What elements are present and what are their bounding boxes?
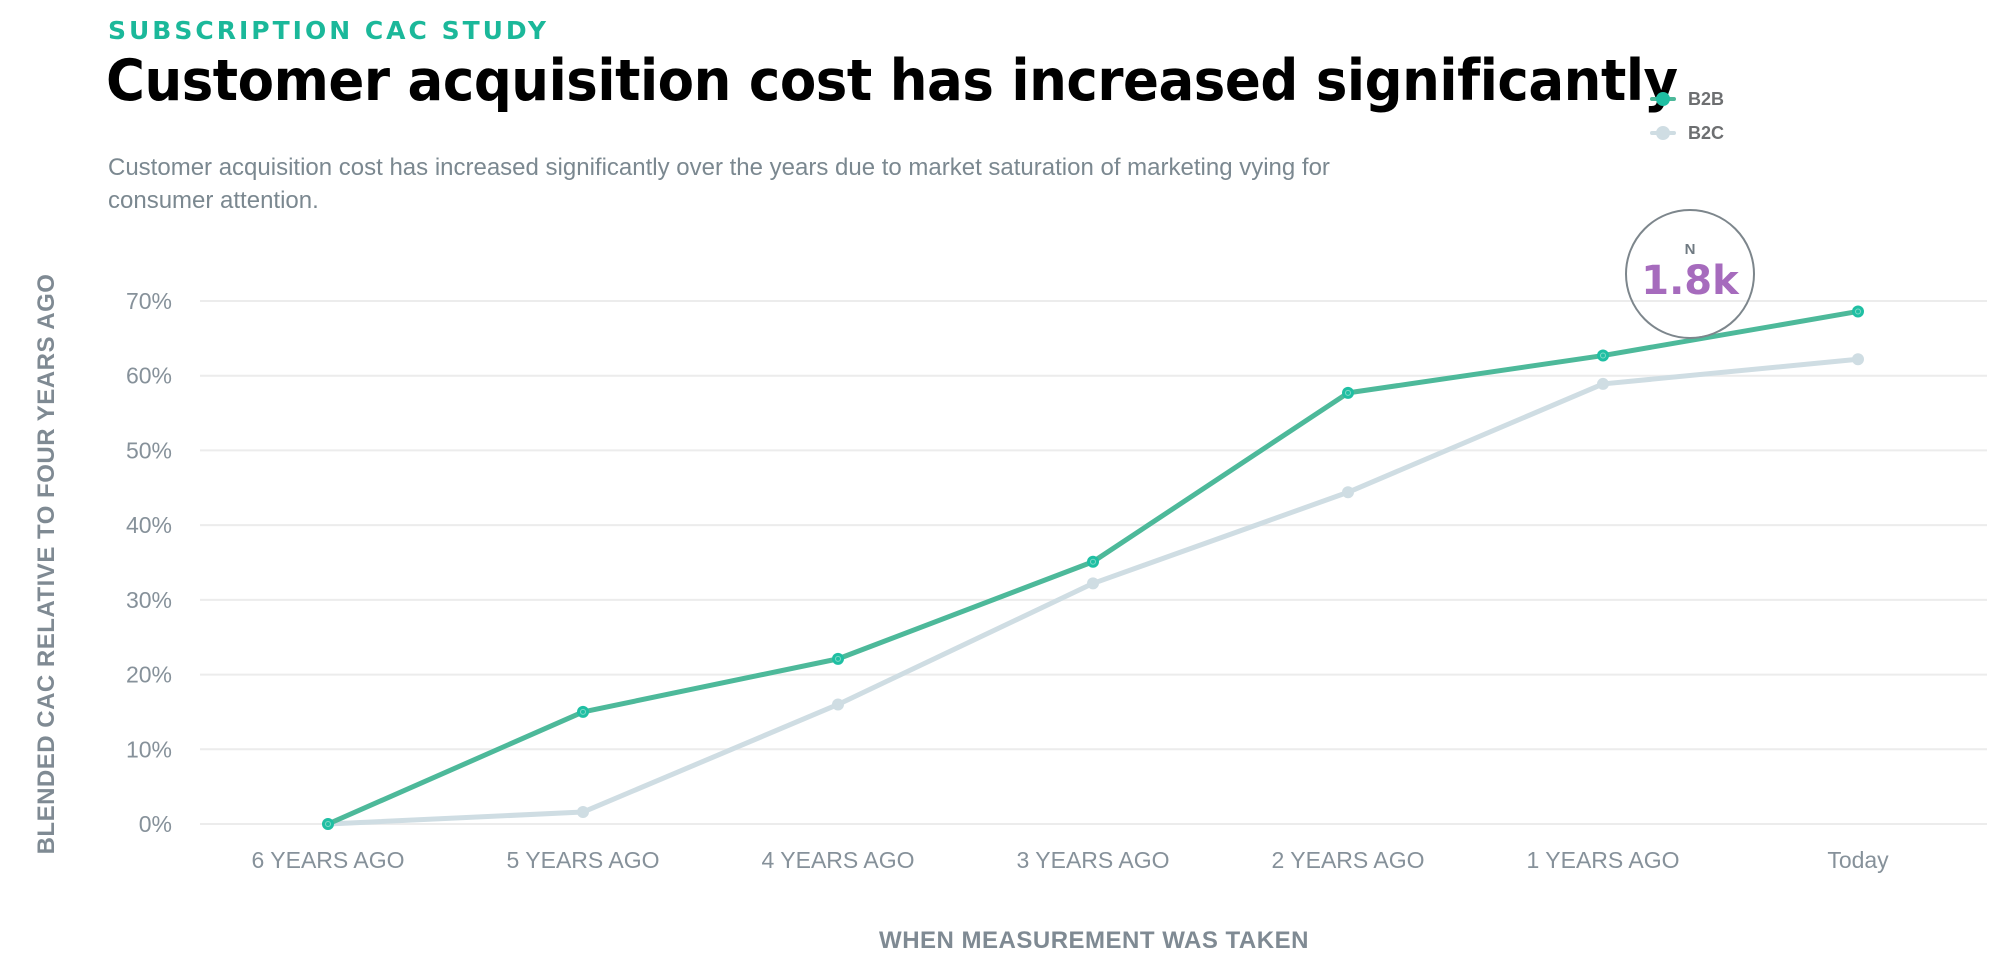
y-axis-ticks: 0% 10% 20% 30% 40% 50% 60% 70% xyxy=(126,288,172,837)
data-point-b2c[interactable] xyxy=(1342,486,1354,499)
chart-subtitle: Customer acquisition cost has increased … xyxy=(108,154,1330,214)
badge-label: N xyxy=(1685,241,1696,258)
data-point-b2c[interactable] xyxy=(1597,377,1609,390)
data-point-center-b2b xyxy=(1600,352,1606,359)
x-tick-label: Today xyxy=(1827,847,1889,873)
y-tick-label: 70% xyxy=(126,288,172,314)
series xyxy=(322,305,1864,830)
y-tick-label: 40% xyxy=(126,512,172,538)
x-axis-ticks: 6 YEARS AGO 5 YEARS AGO 4 YEARS AGO 3 YEARS… xyxy=(252,847,1890,873)
y-tick-label: 10% xyxy=(126,736,172,762)
legend-label-b2b: B2B xyxy=(1688,88,1725,109)
legend-marker-b2c-icon xyxy=(1650,126,1676,140)
y-tick-label: 0% xyxy=(139,811,172,837)
data-point-center-b2b xyxy=(325,821,331,827)
x-tick-label: 4 YEARS AGO xyxy=(762,847,915,873)
data-point-b2c[interactable] xyxy=(1852,353,1864,366)
chart-title: Customer acquisition cost has increased … xyxy=(106,48,1678,114)
badge-value: 1.8k xyxy=(1641,258,1740,304)
data-point-center-b2b xyxy=(1090,558,1096,565)
y-tick-label: 30% xyxy=(126,587,172,613)
x-tick-label: 3 YEARS AGO xyxy=(1017,847,1170,873)
legend-dot-b2c xyxy=(1656,126,1670,140)
legend-item-b2b[interactable]: B2B xyxy=(1650,82,1724,116)
data-point-b2b[interactable] xyxy=(1597,349,1609,362)
data-point-center-b2b xyxy=(1345,389,1351,396)
data-point-center-b2b xyxy=(580,708,586,715)
y-tick-label: 50% xyxy=(126,437,172,463)
x-axis-title: WHEN MEASUREMENT WAS TAKEN xyxy=(879,927,1309,954)
y-tick-label: 20% xyxy=(126,662,172,688)
data-point-b2c[interactable] xyxy=(832,698,844,711)
y-tick-label: 60% xyxy=(126,363,172,389)
data-point-b2b[interactable] xyxy=(1087,555,1099,568)
chart-eyebrow: SUBSCRIPTION CAC STUDY xyxy=(108,16,549,45)
badge-circle xyxy=(1625,209,1755,339)
data-point-b2b[interactable] xyxy=(577,705,589,718)
data-point-b2b[interactable] xyxy=(1342,386,1354,399)
data-point-b2c[interactable] xyxy=(1087,577,1099,590)
legend-dot-b2b xyxy=(1656,92,1670,106)
data-point-b2b[interactable] xyxy=(1852,305,1864,318)
x-tick-label: 1 YEARS AGO xyxy=(1527,847,1680,873)
series-b2c xyxy=(322,353,1864,830)
data-point-b2b[interactable] xyxy=(832,652,844,665)
legend-label-b2c: B2C xyxy=(1688,122,1725,143)
data-point-b2c[interactable] xyxy=(577,806,589,819)
series-b2b xyxy=(322,305,1864,830)
data-point-center-b2b xyxy=(835,655,841,662)
chart-legend: B2B B2C xyxy=(1650,82,1724,150)
data-point-b2b[interactable] xyxy=(322,818,334,830)
x-tick-label: 2 YEARS AGO xyxy=(1272,847,1425,873)
y-axis-title: BLENDED CAC RELATIVE TO FOUR YEARS AGO xyxy=(33,274,60,855)
x-tick-label: 6 YEARS AGO xyxy=(252,847,405,873)
legend-item-b2c[interactable]: B2C xyxy=(1650,116,1724,150)
x-tick-label: 5 YEARS AGO xyxy=(507,847,660,873)
legend-marker-b2b-icon xyxy=(1650,92,1676,106)
sample-size-badge: N 1.8k xyxy=(1625,209,1755,339)
series-line-b2c xyxy=(325,356,1861,827)
data-point-center-b2b xyxy=(1855,308,1861,315)
